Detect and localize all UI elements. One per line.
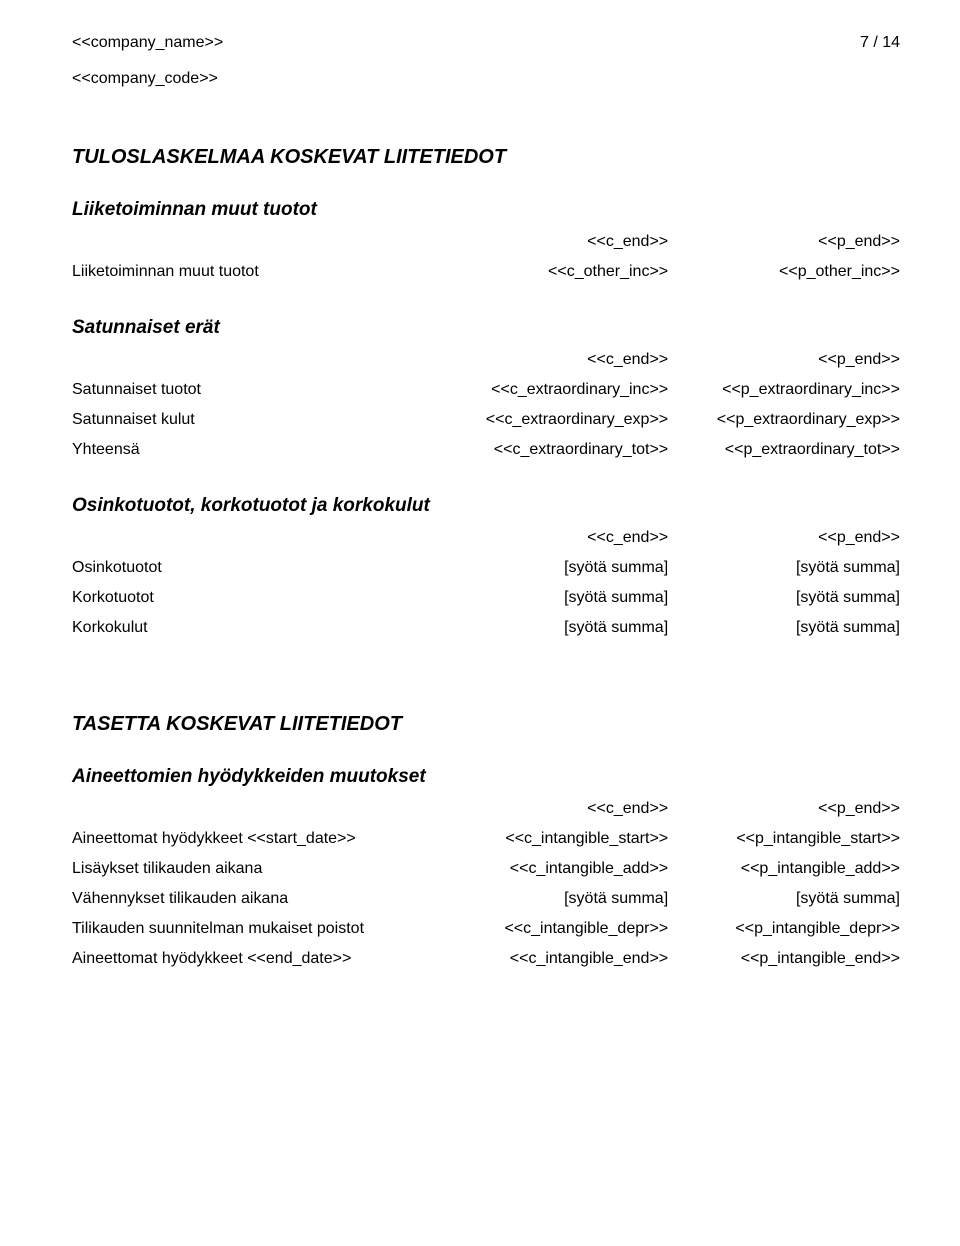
row-label: Tilikauden suunnitelman mukaiset poistot (72, 914, 436, 944)
row-value-p: [syötä summa] (668, 583, 900, 613)
table-row: Aineettomat hyödykkeet <<start_date>> <<… (72, 824, 900, 854)
table-row: Yhteensä <<c_extraordinary_tot>> <<p_ext… (72, 435, 900, 465)
row-label: Yhteensä (72, 435, 436, 465)
section-title-balance: TASETTA KOSKEVAT LIITETIEDOT (72, 713, 900, 736)
row-value-c: [syötä summa] (436, 583, 668, 613)
empty-cell (72, 794, 436, 824)
table-header-row: <<c_end>> <<p_end>> (72, 345, 900, 375)
table-row: Osinkotuotot [syötä summa] [syötä summa] (72, 553, 900, 583)
row-label: Korkokulut (72, 613, 436, 643)
row-label: Vähennykset tilikauden aikana (72, 884, 436, 914)
table-row: Liiketoiminnan muut tuotot <<c_other_inc… (72, 257, 900, 287)
row-value-p: <<p_intangible_start>> (668, 824, 900, 854)
row-value-c: <<c_other_inc>> (436, 257, 668, 287)
table-header-row: <<c_end>> <<p_end>> (72, 227, 900, 257)
table-row: Korkotuotot [syötä summa] [syötä summa] (72, 583, 900, 613)
row-value-c: <<c_intangible_start>> (436, 824, 668, 854)
row-value-c: [syötä summa] (436, 613, 668, 643)
table-row: Lisäykset tilikauden aikana <<c_intangib… (72, 854, 900, 884)
row-label: Osinkotuotot (72, 553, 436, 583)
row-value-c: <<c_extraordinary_exp>> (436, 405, 668, 435)
col-header-c: <<c_end>> (436, 794, 668, 824)
empty-cell (72, 227, 436, 257)
row-value-c: <<c_extraordinary_tot>> (436, 435, 668, 465)
company-name: <<company_name>> (72, 34, 223, 52)
col-header-c: <<c_end>> (436, 523, 668, 553)
row-value-c: [syötä summa] (436, 884, 668, 914)
row-value-p: <<p_other_inc>> (668, 257, 900, 287)
row-label: Satunnaiset tuotot (72, 375, 436, 405)
subsection-title-other-income: Liiketoiminnan muut tuotot (72, 199, 900, 221)
row-value-p: <<p_intangible_add>> (668, 854, 900, 884)
table-dividend-interest: <<c_end>> <<p_end>> Osinkotuotot [syötä … (72, 523, 900, 643)
col-header-c: <<c_end>> (436, 227, 668, 257)
section-title-income: TULOSLASKELMAA KOSKEVAT LIITETIEDOT (72, 146, 900, 169)
subsection-title-dividend-interest: Osinkotuotot, korkotuotot ja korkokulut (72, 495, 900, 517)
row-label: Satunnaiset kulut (72, 405, 436, 435)
header-row: <<company_name>> 7 / 14 (72, 34, 900, 52)
row-value-c: <<c_intangible_add>> (436, 854, 668, 884)
table-header-row: <<c_end>> <<p_end>> (72, 523, 900, 553)
row-value-c: <<c_intangible_depr>> (436, 914, 668, 944)
table-row: Satunnaiset kulut <<c_extraordinary_exp>… (72, 405, 900, 435)
row-value-p: <<p_intangible_end>> (668, 944, 900, 974)
row-label: Lisäykset tilikauden aikana (72, 854, 436, 884)
company-code: <<company_code>> (72, 70, 900, 88)
row-value-c: <<c_intangible_end>> (436, 944, 668, 974)
row-value-p: [syötä summa] (668, 884, 900, 914)
row-value-p: <<p_extraordinary_inc>> (668, 375, 900, 405)
col-header-c: <<c_end>> (436, 345, 668, 375)
subsection-title-extraordinary: Satunnaiset erät (72, 317, 900, 339)
table-extraordinary: <<c_end>> <<p_end>> Satunnaiset tuotot <… (72, 345, 900, 465)
page-indicator: 7 / 14 (860, 34, 900, 52)
row-value-c: <<c_extraordinary_inc>> (436, 375, 668, 405)
table-row: Aineettomat hyödykkeet <<end_date>> <<c_… (72, 944, 900, 974)
table-intangible: <<c_end>> <<p_end>> Aineettomat hyödykke… (72, 794, 900, 974)
col-header-p: <<p_end>> (668, 523, 900, 553)
row-label: Korkotuotot (72, 583, 436, 613)
table-row: Korkokulut [syötä summa] [syötä summa] (72, 613, 900, 643)
row-value-p: <<p_extraordinary_exp>> (668, 405, 900, 435)
row-value-p: [syötä summa] (668, 613, 900, 643)
table-header-row: <<c_end>> <<p_end>> (72, 794, 900, 824)
subsection-title-intangible: Aineettomien hyödykkeiden muutokset (72, 766, 900, 788)
row-label: Aineettomat hyödykkeet <<end_date>> (72, 944, 436, 974)
row-value-p: <<p_intangible_depr>> (668, 914, 900, 944)
row-value-p: <<p_extraordinary_tot>> (668, 435, 900, 465)
col-header-p: <<p_end>> (668, 227, 900, 257)
row-label: Aineettomat hyödykkeet <<start_date>> (72, 824, 436, 854)
empty-cell (72, 345, 436, 375)
row-value-c: [syötä summa] (436, 553, 668, 583)
col-header-p: <<p_end>> (668, 345, 900, 375)
row-label: Liiketoiminnan muut tuotot (72, 257, 436, 287)
table-row: Tilikauden suunnitelman mukaiset poistot… (72, 914, 900, 944)
row-value-p: [syötä summa] (668, 553, 900, 583)
col-header-p: <<p_end>> (668, 794, 900, 824)
document-page: <<company_name>> 7 / 14 <<company_code>>… (0, 0, 960, 1246)
table-row: Vähennykset tilikauden aikana [syötä sum… (72, 884, 900, 914)
table-other-income: <<c_end>> <<p_end>> Liiketoiminnan muut … (72, 227, 900, 287)
table-row: Satunnaiset tuotot <<c_extraordinary_inc… (72, 375, 900, 405)
empty-cell (72, 523, 436, 553)
